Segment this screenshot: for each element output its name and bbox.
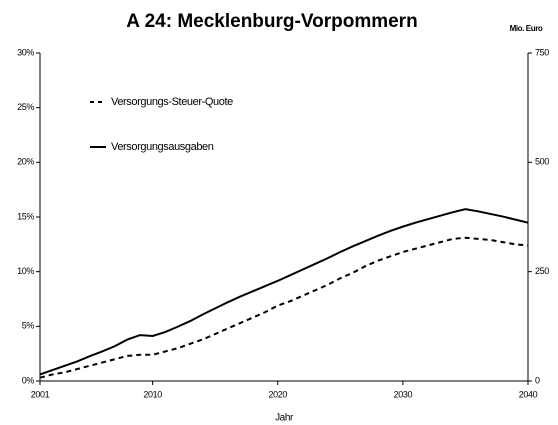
y-tick-label: 10%: [17, 266, 34, 276]
series-line: [39, 208, 529, 376]
x-tick-label: 2040: [519, 389, 538, 399]
x-tick-label: 2001: [31, 389, 50, 399]
y-tick-label: 20%: [17, 157, 34, 167]
y2-tick-label: 250: [535, 266, 549, 276]
chart-title: A 24: Mecklenburg-Vorpommern: [126, 11, 417, 32]
y-tick-label: 0%: [22, 375, 35, 385]
y-tick-label: 25%: [17, 102, 34, 112]
y2-axis-title: Mio. Euro: [510, 24, 543, 33]
y2-tick-label: 750: [535, 47, 549, 57]
y-tick-label: 15%: [17, 211, 34, 221]
y2-tick-label: 0: [535, 375, 540, 385]
x-tick-label: 2010: [143, 389, 162, 399]
legend-label: Versorgungs-Steuer-Quote: [111, 96, 233, 108]
x-tick-label: 2030: [394, 389, 413, 399]
legend-label: Versorgungsausgaben: [111, 141, 214, 153]
x-axis-title: Jahr: [275, 413, 294, 424]
y2-tick-label: 500: [535, 157, 549, 167]
series-line: [39, 236, 529, 379]
x-tick-label: 2020: [269, 389, 288, 399]
y-tick-label: 30%: [17, 47, 34, 57]
y-tick-label: 5%: [22, 321, 35, 331]
